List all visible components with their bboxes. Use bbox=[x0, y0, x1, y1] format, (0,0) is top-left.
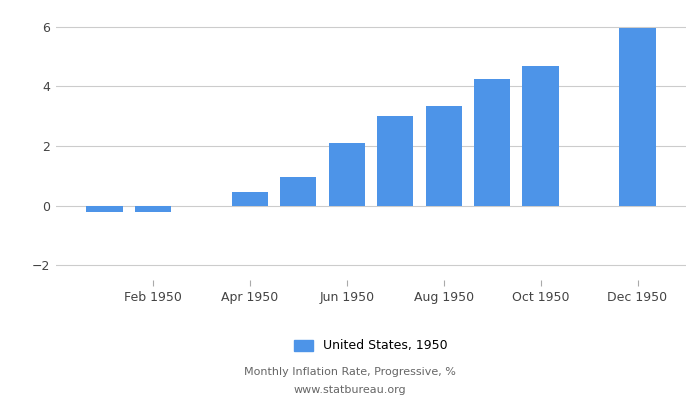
Bar bbox=[86, 206, 122, 212]
Bar bbox=[474, 79, 510, 206]
Bar bbox=[426, 106, 462, 206]
Legend: United States, 1950: United States, 1950 bbox=[289, 334, 453, 358]
Bar bbox=[328, 143, 365, 206]
Text: Monthly Inflation Rate, Progressive, %: Monthly Inflation Rate, Progressive, % bbox=[244, 367, 456, 377]
Bar bbox=[620, 28, 656, 206]
Bar bbox=[377, 116, 414, 206]
Bar bbox=[134, 206, 171, 212]
Text: www.statbureau.org: www.statbureau.org bbox=[294, 385, 406, 395]
Bar bbox=[280, 177, 316, 206]
Bar bbox=[522, 66, 559, 206]
Bar bbox=[232, 192, 268, 206]
